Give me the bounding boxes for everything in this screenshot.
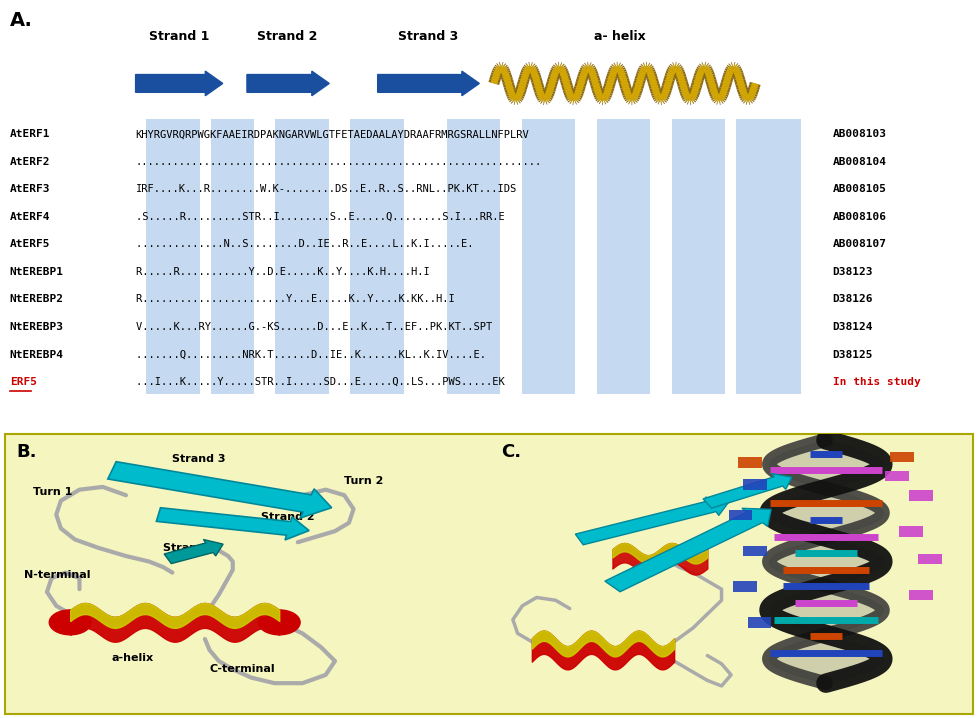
Text: AB008103: AB008103: [831, 129, 886, 139]
Bar: [733, 582, 756, 592]
FancyArrow shape: [164, 539, 223, 564]
Text: D38124: D38124: [831, 322, 872, 332]
Text: NtEREBP3: NtEREBP3: [10, 322, 64, 332]
Bar: [743, 479, 766, 490]
Text: a-helix: a-helix: [112, 653, 154, 663]
Text: a- helix: a- helix: [593, 30, 645, 43]
Text: NtEREBP1: NtEREBP1: [10, 267, 64, 277]
Bar: [446, 119, 499, 394]
Text: .................................................................: ........................................…: [136, 157, 541, 167]
Bar: [350, 119, 404, 394]
Text: C.: C.: [500, 443, 521, 461]
Text: KHYRGVRQRPWGKFAAEIRDPAKNGARVWLGTFETAEDAALAYDRAAFRMRGSRALLNFPLRV: KHYRGVRQRPWGKFAAEIRDPAKNGARVWLGTFETAEDAA…: [136, 129, 529, 139]
Text: Strand 1: Strand 1: [163, 543, 217, 553]
FancyArrow shape: [107, 462, 331, 518]
Text: D38123: D38123: [831, 267, 872, 277]
Circle shape: [49, 610, 91, 635]
Circle shape: [258, 610, 300, 635]
Text: ...I...K.....Y.....STR..I.....SD...E.....Q..LS...PWS.....EK: ...I...K.....Y.....STR..I.....SD...E....…: [136, 377, 510, 387]
Text: NtEREBP2: NtEREBP2: [10, 294, 64, 304]
Text: B.: B.: [17, 443, 37, 461]
Text: D38125: D38125: [831, 350, 872, 360]
FancyArrow shape: [574, 497, 728, 545]
Text: R.......................Y...E.....K..Y....K.KK..H.I: R.......................Y...E.....K..Y..…: [136, 294, 523, 304]
Text: V.....K...RY......G.-KS......D...E..K...T..EF..PK.KT..SPT: V.....K...RY......G.-KS......D...E..K...…: [136, 322, 510, 332]
Text: AtERF3: AtERF3: [10, 185, 50, 195]
Text: R.....R...........Y..D.E.....K..Y....K.H....H.I: R.....R...........Y..D.E.....K..Y....K.H…: [136, 267, 516, 277]
Text: AtERF4: AtERF4: [10, 212, 50, 222]
Text: NtEREBP4: NtEREBP4: [10, 350, 64, 360]
Text: D38126: D38126: [831, 294, 872, 304]
Bar: [521, 119, 574, 394]
Text: A.: A.: [10, 11, 32, 30]
Bar: [743, 546, 766, 556]
Bar: [917, 554, 941, 564]
Bar: [899, 526, 922, 536]
Text: AB008104: AB008104: [831, 157, 886, 167]
Bar: [210, 119, 253, 394]
FancyArrow shape: [702, 473, 791, 508]
Text: Turn 2: Turn 2: [344, 476, 383, 486]
Text: In this study: In this study: [831, 377, 919, 387]
FancyArrow shape: [156, 508, 309, 540]
Bar: [889, 452, 913, 462]
Text: .S.....R.........STR..I........S..E.....Q........S.I...RR.E: .S.....R.........STR..I........S..E.....…: [136, 212, 516, 222]
Text: Turn 1: Turn 1: [33, 488, 72, 498]
Text: AB008105: AB008105: [831, 185, 886, 195]
Text: Strand 1: Strand 1: [149, 30, 209, 43]
Bar: [746, 617, 771, 628]
Bar: [908, 490, 932, 500]
Text: AtERF5: AtERF5: [10, 239, 50, 249]
Text: IRF....K...R........W.K-........DS..E..R..S..RNL..PK.KT...IDS: IRF....K...R........W.K-........DS..E..R…: [136, 185, 516, 195]
Text: .......Q.........NRK.T......D..IE..K......KL..K.IV....E.: .......Q.........NRK.T......D..IE..K....…: [136, 350, 510, 360]
FancyBboxPatch shape: [5, 434, 972, 714]
Bar: [736, 119, 800, 394]
Bar: [728, 510, 751, 520]
FancyArrow shape: [246, 71, 329, 95]
Text: AB008107: AB008107: [831, 239, 886, 249]
Bar: [275, 119, 328, 394]
Text: Strand 2: Strand 2: [257, 30, 318, 43]
Bar: [147, 119, 199, 394]
Bar: [884, 471, 908, 481]
Text: ..............N..S........D..IE..R..E....L..K.I.....E.: ..............N..S........D..IE..R..E...…: [136, 239, 516, 249]
Bar: [908, 589, 932, 600]
Bar: [738, 457, 761, 467]
Text: AtERF1: AtERF1: [10, 129, 50, 139]
Text: AB008106: AB008106: [831, 212, 886, 222]
FancyArrow shape: [136, 71, 223, 95]
Text: AtERF2: AtERF2: [10, 157, 50, 167]
Text: N-terminal: N-terminal: [23, 570, 90, 580]
Bar: [596, 119, 650, 394]
FancyArrow shape: [604, 508, 771, 592]
Text: Strand 3: Strand 3: [398, 30, 457, 43]
FancyArrow shape: [377, 71, 479, 95]
Text: Strand 2: Strand 2: [260, 513, 314, 522]
Text: ERF5: ERF5: [10, 377, 37, 387]
Bar: [671, 119, 725, 394]
Text: Strand 3: Strand 3: [172, 454, 226, 465]
Text: C-terminal: C-terminal: [209, 664, 275, 674]
